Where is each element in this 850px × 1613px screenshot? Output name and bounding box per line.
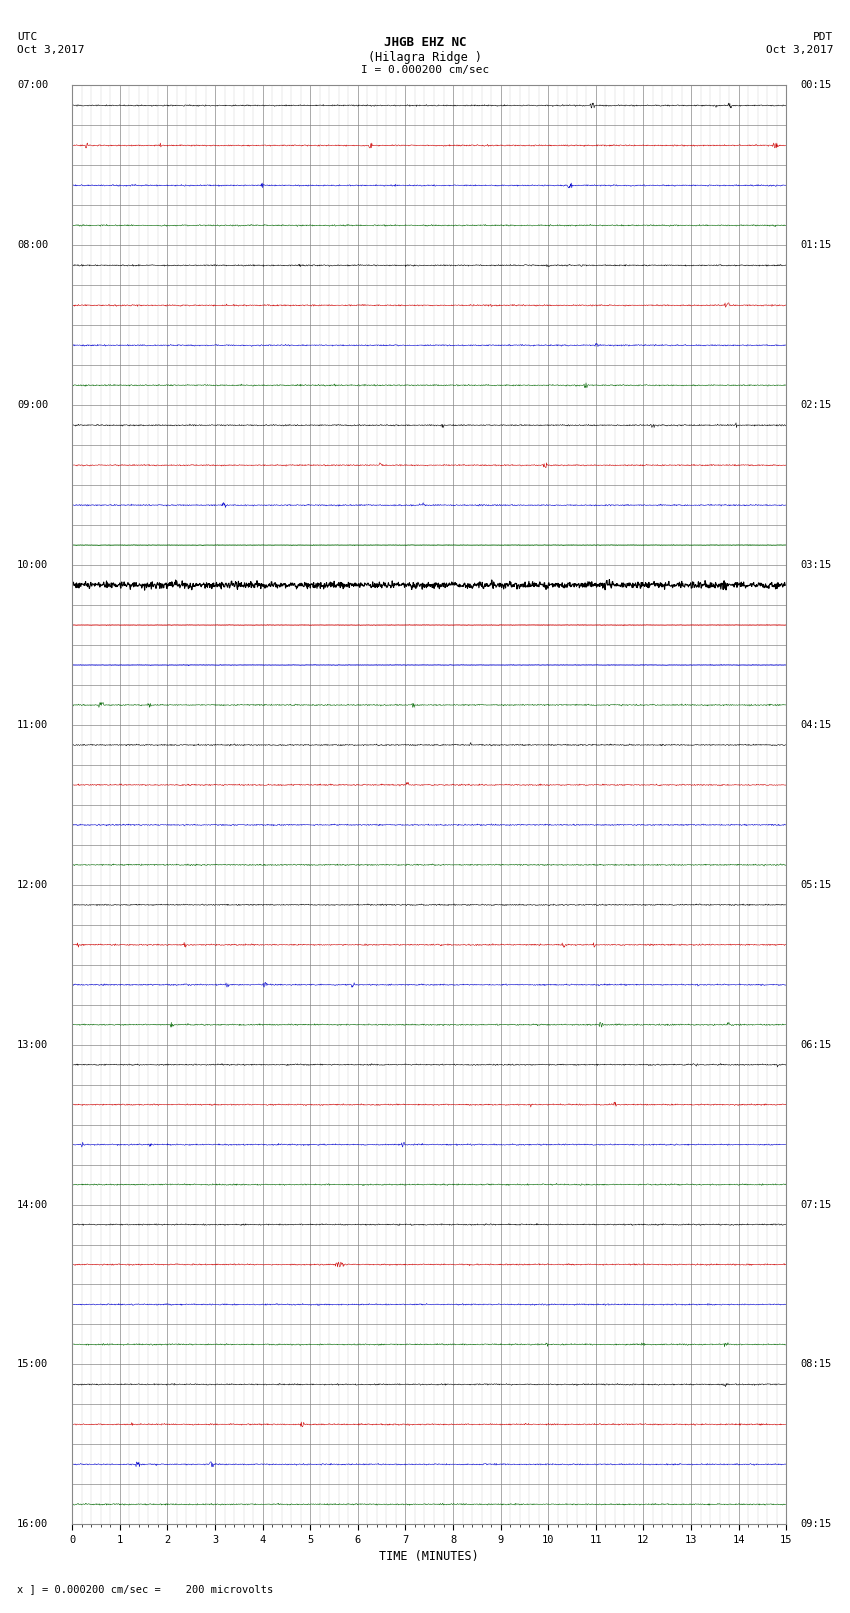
Text: 06:15: 06:15 [801,1040,832,1050]
Text: 09:15: 09:15 [801,1519,832,1529]
Text: I = 0.000200 cm/sec: I = 0.000200 cm/sec [361,65,489,76]
Text: 11:00: 11:00 [17,719,48,731]
Text: (Hilagra Ridge ): (Hilagra Ridge ) [368,50,482,65]
Text: PDT: PDT [813,32,833,42]
Text: 01:15: 01:15 [801,240,832,250]
Text: 02:15: 02:15 [801,400,832,410]
Text: 13:00: 13:00 [17,1040,48,1050]
Text: 15:00: 15:00 [17,1360,48,1369]
Text: JHGB EHZ NC: JHGB EHZ NC [383,37,467,50]
Text: UTC: UTC [17,32,37,42]
Text: 16:00: 16:00 [17,1519,48,1529]
Text: 08:15: 08:15 [801,1360,832,1369]
Text: 05:15: 05:15 [801,879,832,890]
Text: x ] = 0.000200 cm/sec =    200 microvolts: x ] = 0.000200 cm/sec = 200 microvolts [17,1584,273,1594]
Text: 07:15: 07:15 [801,1200,832,1210]
Text: 07:00: 07:00 [17,81,48,90]
X-axis label: TIME (MINUTES): TIME (MINUTES) [379,1550,479,1563]
Text: 14:00: 14:00 [17,1200,48,1210]
Text: 09:00: 09:00 [17,400,48,410]
Text: 08:00: 08:00 [17,240,48,250]
Text: Oct 3,2017: Oct 3,2017 [17,45,84,55]
Text: 10:00: 10:00 [17,560,48,569]
Text: 12:00: 12:00 [17,879,48,890]
Text: 00:15: 00:15 [801,81,832,90]
Text: 04:15: 04:15 [801,719,832,731]
Text: Oct 3,2017: Oct 3,2017 [766,45,833,55]
Text: 03:15: 03:15 [801,560,832,569]
